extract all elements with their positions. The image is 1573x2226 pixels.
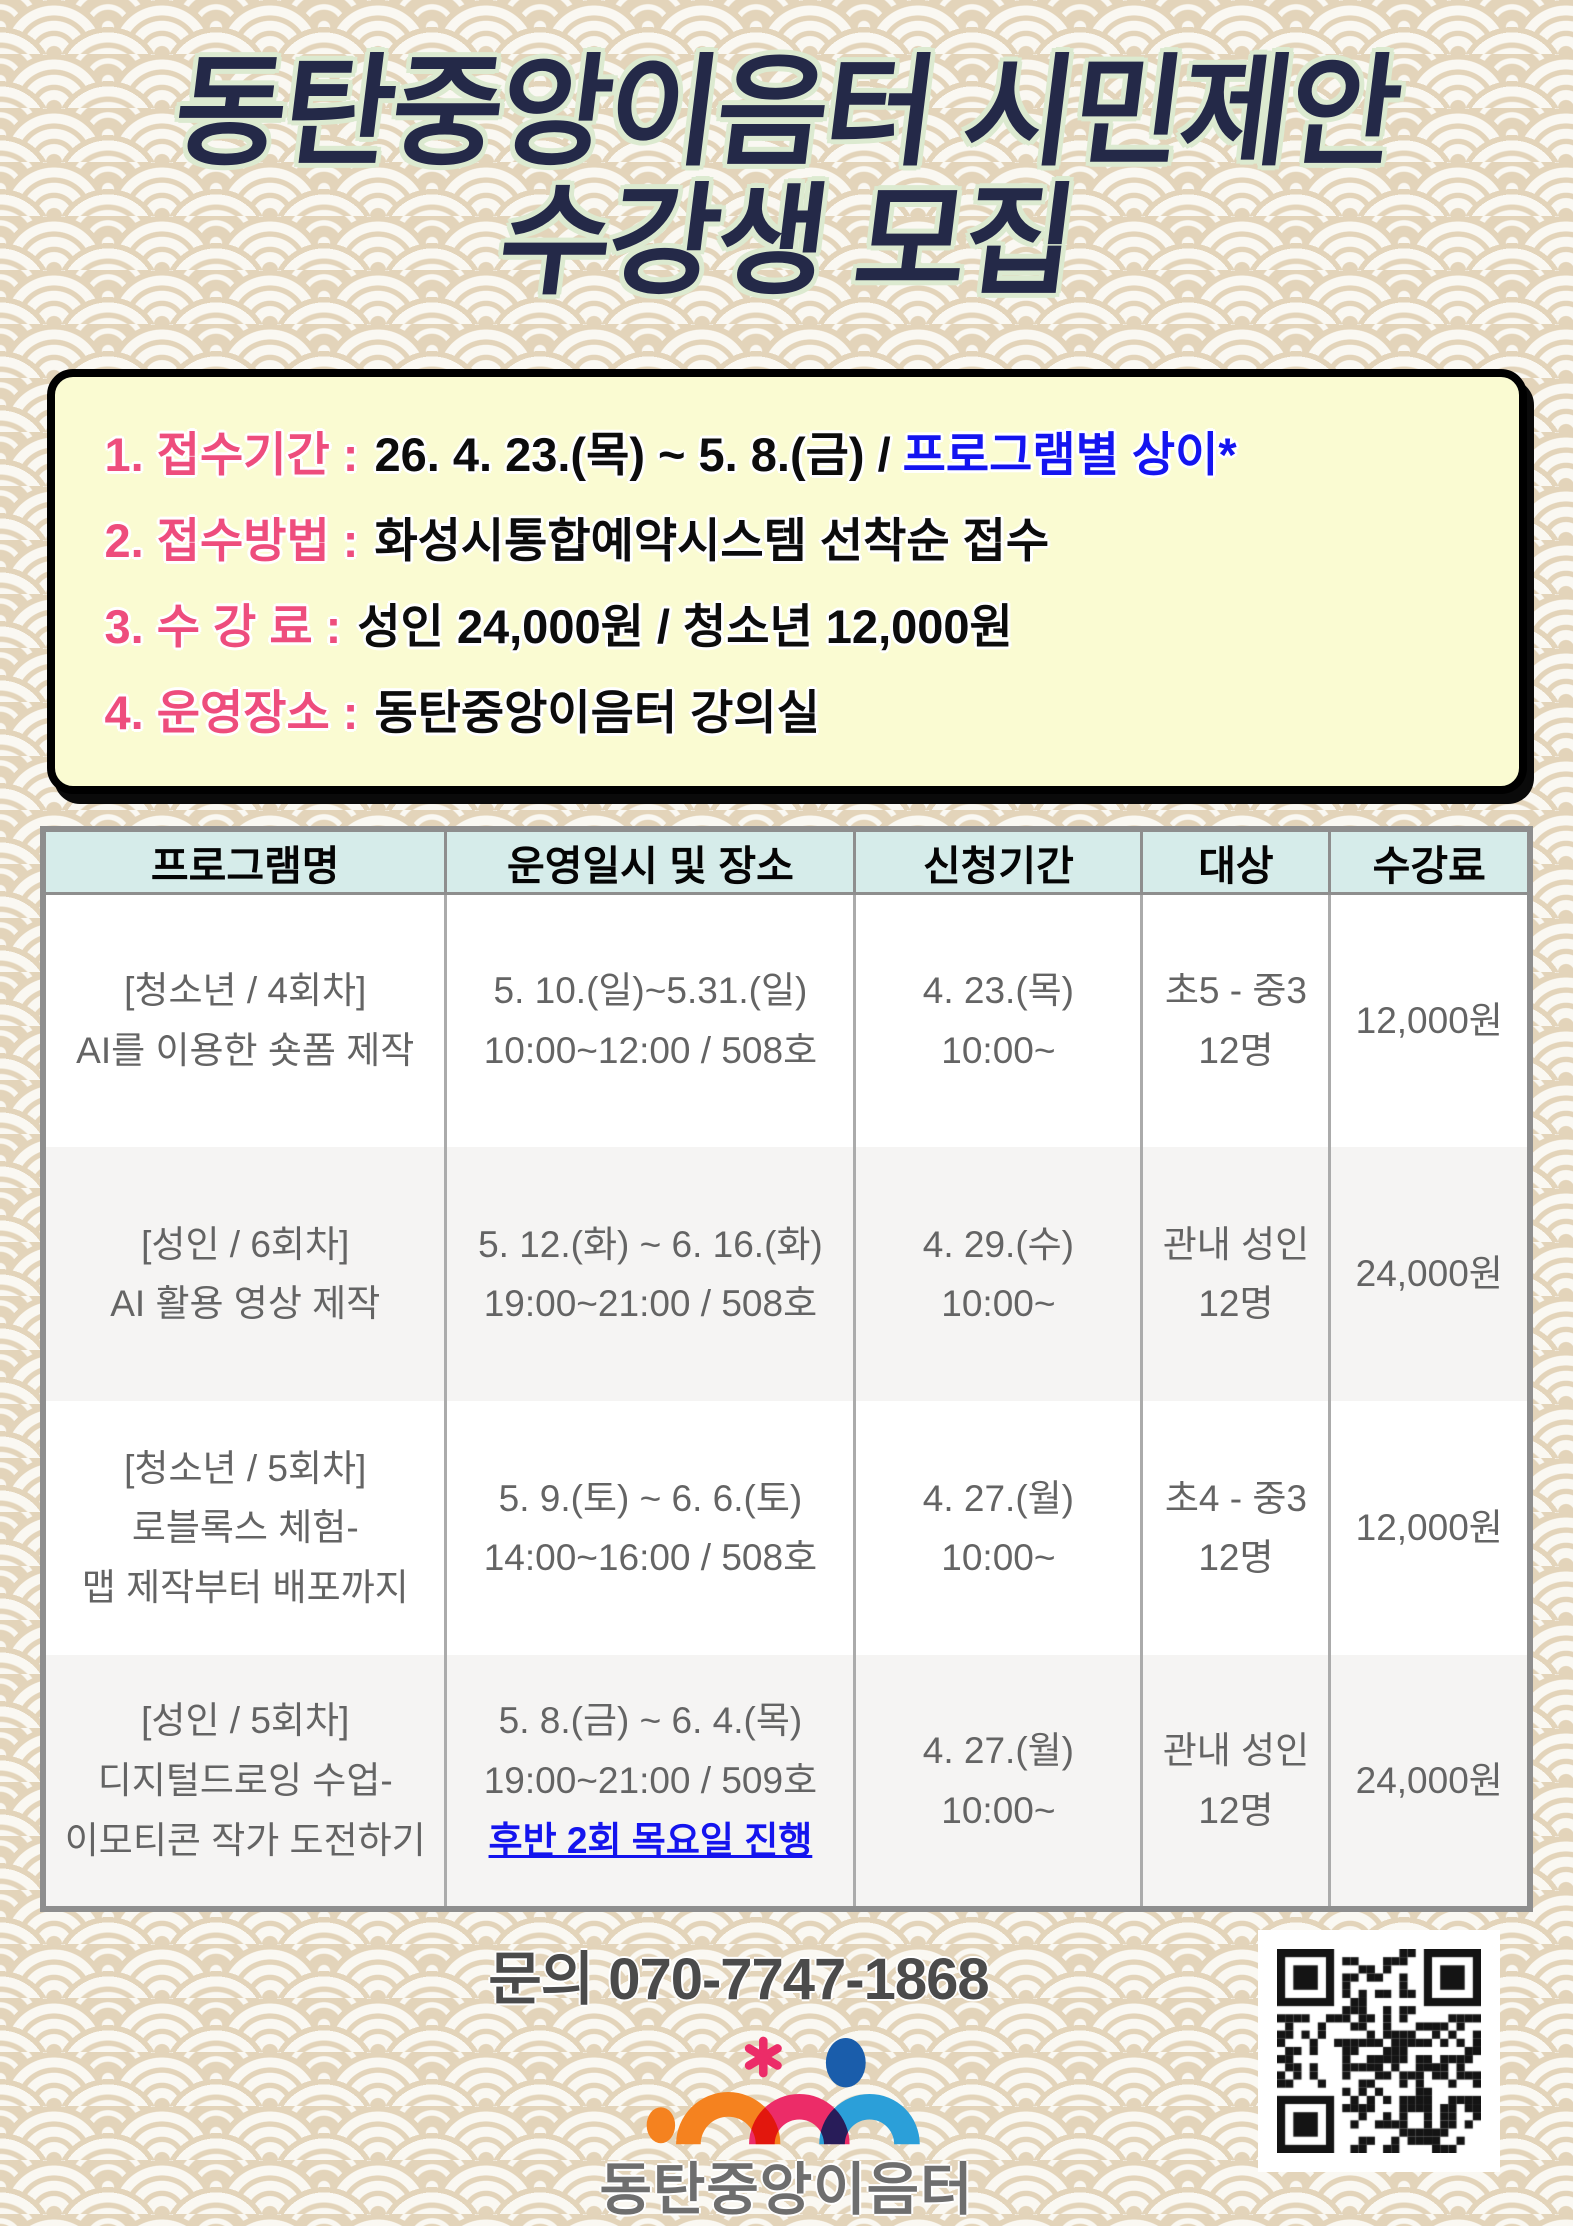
footer: 문의 070-7747-1868 동탄중앙이음터 (0, 1932, 1573, 2226)
info-box: 1. 접수기간 : 26. 4. 23.(목) ~ 5. 8.(금) / 프로그램별… (46, 368, 1527, 794)
info-row-fee: 3. 수 강 료 : 성인 24,000원 / 청소년 12,000원 (105, 588, 1469, 657)
cell-target: 관내 성인 12명 (1140, 1655, 1330, 1910)
info-label: 2. 접수방법 : (104, 513, 359, 567)
cell-target: 초5 - 중3 12명 (1140, 893, 1330, 1148)
cell-line: 4. 23.(목) (922, 970, 1075, 1012)
cell-fee: 24,000원 (1328, 1655, 1530, 1910)
cell-line: [성인 / 5회차] (141, 1700, 350, 1742)
cell-line: 12명 (1198, 1789, 1274, 1831)
cell-line: 19:00~21:00 / 508호 (483, 1283, 818, 1325)
cell-line: 10:00~12:00 / 508호 (483, 1030, 818, 1072)
cell-line: 관내 성인 (1162, 1730, 1310, 1771)
cell-program: [성인 / 5회차] 디지털드로잉 수업- 이모티콘 작가 도전하기 (43, 1655, 446, 1910)
cell-schedule: 5. 10.(일)~5.31.(일) 10:00~12:00 / 508호 (444, 893, 855, 1148)
ieumteo-people-arches-logo-icon (646, 2037, 920, 2145)
info-row-reception-period: 1. 접수기간 : 26. 4. 23.(목) ~ 5. 8.(금) / 프로그램별… (105, 416, 1469, 485)
orange-dot-icon (646, 2107, 675, 2144)
col-header-program: 프로그램명 (41, 827, 448, 895)
cell-fee: 12,000원 (1328, 893, 1530, 1148)
cell-line: 4. 27.(월) (922, 1730, 1075, 1771)
table-row: [성인 / 5회차] 디지털드로잉 수업- 이모티콘 작가 도전하기 5. 8.(금)… (43, 1655, 1530, 1910)
asterisk-icon (744, 2037, 782, 2078)
cell-apply-period: 4. 29.(수) 10:00~ (853, 1147, 1142, 1402)
cell-line: 맵 제작부터 배포까지 (81, 1567, 409, 1609)
cell-line: 4. 27.(월) (922, 1477, 1075, 1519)
cell-line: 관내 성인 (1162, 1223, 1310, 1265)
qr-code-icon (1277, 1949, 1481, 2153)
poster-title: 동탄중앙이음터 시민제안 수강생 모집 (0, 44, 1573, 310)
cell-line: [청소년 / 4회차] (124, 970, 367, 1012)
info-value: 화성시통합예약시스템 선착순 접수 (374, 513, 1050, 567)
cell-line: 로블록스 체험- (131, 1507, 359, 1549)
cell-line: 5. 12.(화) ~ 6. 16.(화) (478, 1223, 823, 1265)
cell-target: 관내 성인 12명 (1140, 1147, 1330, 1402)
cell-line: 24,000원 (1355, 1253, 1503, 1295)
info-label: 1. 접수기간 : (104, 427, 359, 481)
cell-program: [성인 / 6회차] AI 활용 영상 제작 (43, 1147, 446, 1402)
col-header-target: 대상 (1140, 827, 1332, 895)
cell-line: 24,000원 (1355, 1759, 1503, 1801)
cell-line: 12명 (1198, 1537, 1274, 1579)
phone-number: 070-7747-1868 (608, 1947, 989, 2013)
cell-line: 10:00~ (941, 1789, 1056, 1831)
info-row-venue: 4. 운영장소 : 동탄중앙이음터 강의실 (105, 674, 1469, 743)
cell-line: AI를 이용한 숏폼 제작 (76, 1030, 415, 1072)
cell-line: AI 활용 영상 제작 (110, 1283, 381, 1325)
col-header-fee: 수강료 (1328, 827, 1532, 895)
cell-line: 5. 9.(토) ~ 6. 6.(토) (498, 1477, 803, 1519)
logo: 동탄중앙이음터 (0, 2020, 1573, 2226)
cell-line: [성인 / 6회차] (141, 1223, 350, 1265)
cell-apply-period: 4. 27.(월) 10:00~ (853, 1401, 1142, 1656)
program-table: 프로그램명 운영일시 및 장소 신청기간 대상 수강료 [청소년 / 4회차] A… (40, 825, 1533, 1913)
col-header-schedule: 운영일시 및 장소 (444, 827, 857, 895)
info-row-reception-method: 2. 접수방법 : 화성시통합예약시스템 선착순 접수 (105, 502, 1469, 571)
table-row: [성인 / 6회차] AI 활용 영상 제작 5. 12.(화) ~ 6. 16.(… (43, 1147, 1530, 1402)
cell-apply-period: 4. 27.(월) 10:00~ (853, 1655, 1142, 1910)
cell-line: 12,000원 (1355, 1000, 1503, 1042)
table-header-row: 프로그램명 운영일시 및 장소 신청기간 대상 수강료 (41, 827, 1532, 895)
cell-line: 10:00~ (941, 1283, 1056, 1325)
cell-line: 5. 8.(금) ~ 6. 4.(목) (498, 1700, 803, 1742)
cell-line: 초5 - 중3 (1164, 970, 1307, 1012)
qr-code (1258, 1930, 1500, 2172)
cell-line: 12명 (1198, 1030, 1274, 1072)
cell-line: 디지털드로잉 수업- (97, 1759, 393, 1801)
cell-fee: 24,000원 (1328, 1147, 1530, 1402)
cell-apply-period: 4. 23.(목) 10:00~ (853, 893, 1142, 1148)
poster-title-line2: 수강생 모집 (492, 173, 1082, 310)
contact-phone: 문의 070-7747-1868 (0, 1932, 1525, 2016)
cell-program: [청소년 / 5회차] 로블록스 체험- 맵 제작부터 배포까지 (43, 1401, 446, 1656)
cell-line: 14:00~16:00 / 508호 (483, 1537, 818, 1579)
cell-line: 12,000원 (1355, 1507, 1503, 1549)
table-row: [청소년 / 5회차] 로블록스 체험- 맵 제작부터 배포까지 5. 9.(토) ~… (43, 1401, 1530, 1656)
info-label: 4. 운영장소 : (104, 686, 359, 740)
cell-schedule: 5. 12.(화) ~ 6. 16.(화) 19:00~21:00 / 508호 (444, 1147, 855, 1402)
cell-line: 초4 - 중3 (1164, 1477, 1307, 1519)
contact-label: 문의 (488, 1947, 594, 2013)
cell-line: 4. 29.(수) (922, 1223, 1075, 1265)
cell-line: 5. 10.(일)~5.31.(일) (493, 970, 808, 1012)
info-label: 3. 수 강 료 : (104, 600, 342, 654)
table-row: [청소년 / 4회차] AI를 이용한 숏폼 제작 5. 10.(일)~5.31.(… (43, 893, 1530, 1148)
cell-program: [청소년 / 4회차] AI를 이용한 숏폼 제작 (43, 893, 446, 1148)
info-value: 동탄중앙이음터 강의실 (374, 686, 820, 740)
cell-target: 초4 - 중3 12명 (1140, 1401, 1330, 1656)
cell-line: [청소년 / 5회차] (124, 1447, 367, 1489)
poster-title-line1: 동탄중앙이음터 시민제안 (167, 44, 1407, 180)
cell-line: 10:00~ (941, 1537, 1056, 1579)
cell-line: 이모티콘 작가 도전하기 (64, 1819, 426, 1861)
blue-arch-icon (818, 2094, 920, 2145)
info-value: 성인 24,000원 / 청소년 12,000원 (357, 600, 1013, 654)
cell-fee: 12,000원 (1328, 1401, 1530, 1656)
info-highlight: 프로그램별 상이* (902, 427, 1237, 481)
info-value: 26. 4. 23.(목) ~ 5. 8.(금) / (374, 427, 891, 481)
cell-schedule: 5. 9.(토) ~ 6. 6.(토) 14:00~16:00 / 508호 (444, 1401, 855, 1656)
cell-line: 12명 (1198, 1283, 1274, 1325)
schedule-note-link[interactable]: 후반 2회 목요일 진행 (488, 1819, 813, 1861)
person-head-icon (825, 2038, 866, 2088)
col-header-apply: 신청기간 (853, 827, 1144, 895)
cell-line: 10:00~ (941, 1030, 1056, 1072)
cell-line: 19:00~21:00 / 509호 (483, 1759, 818, 1801)
